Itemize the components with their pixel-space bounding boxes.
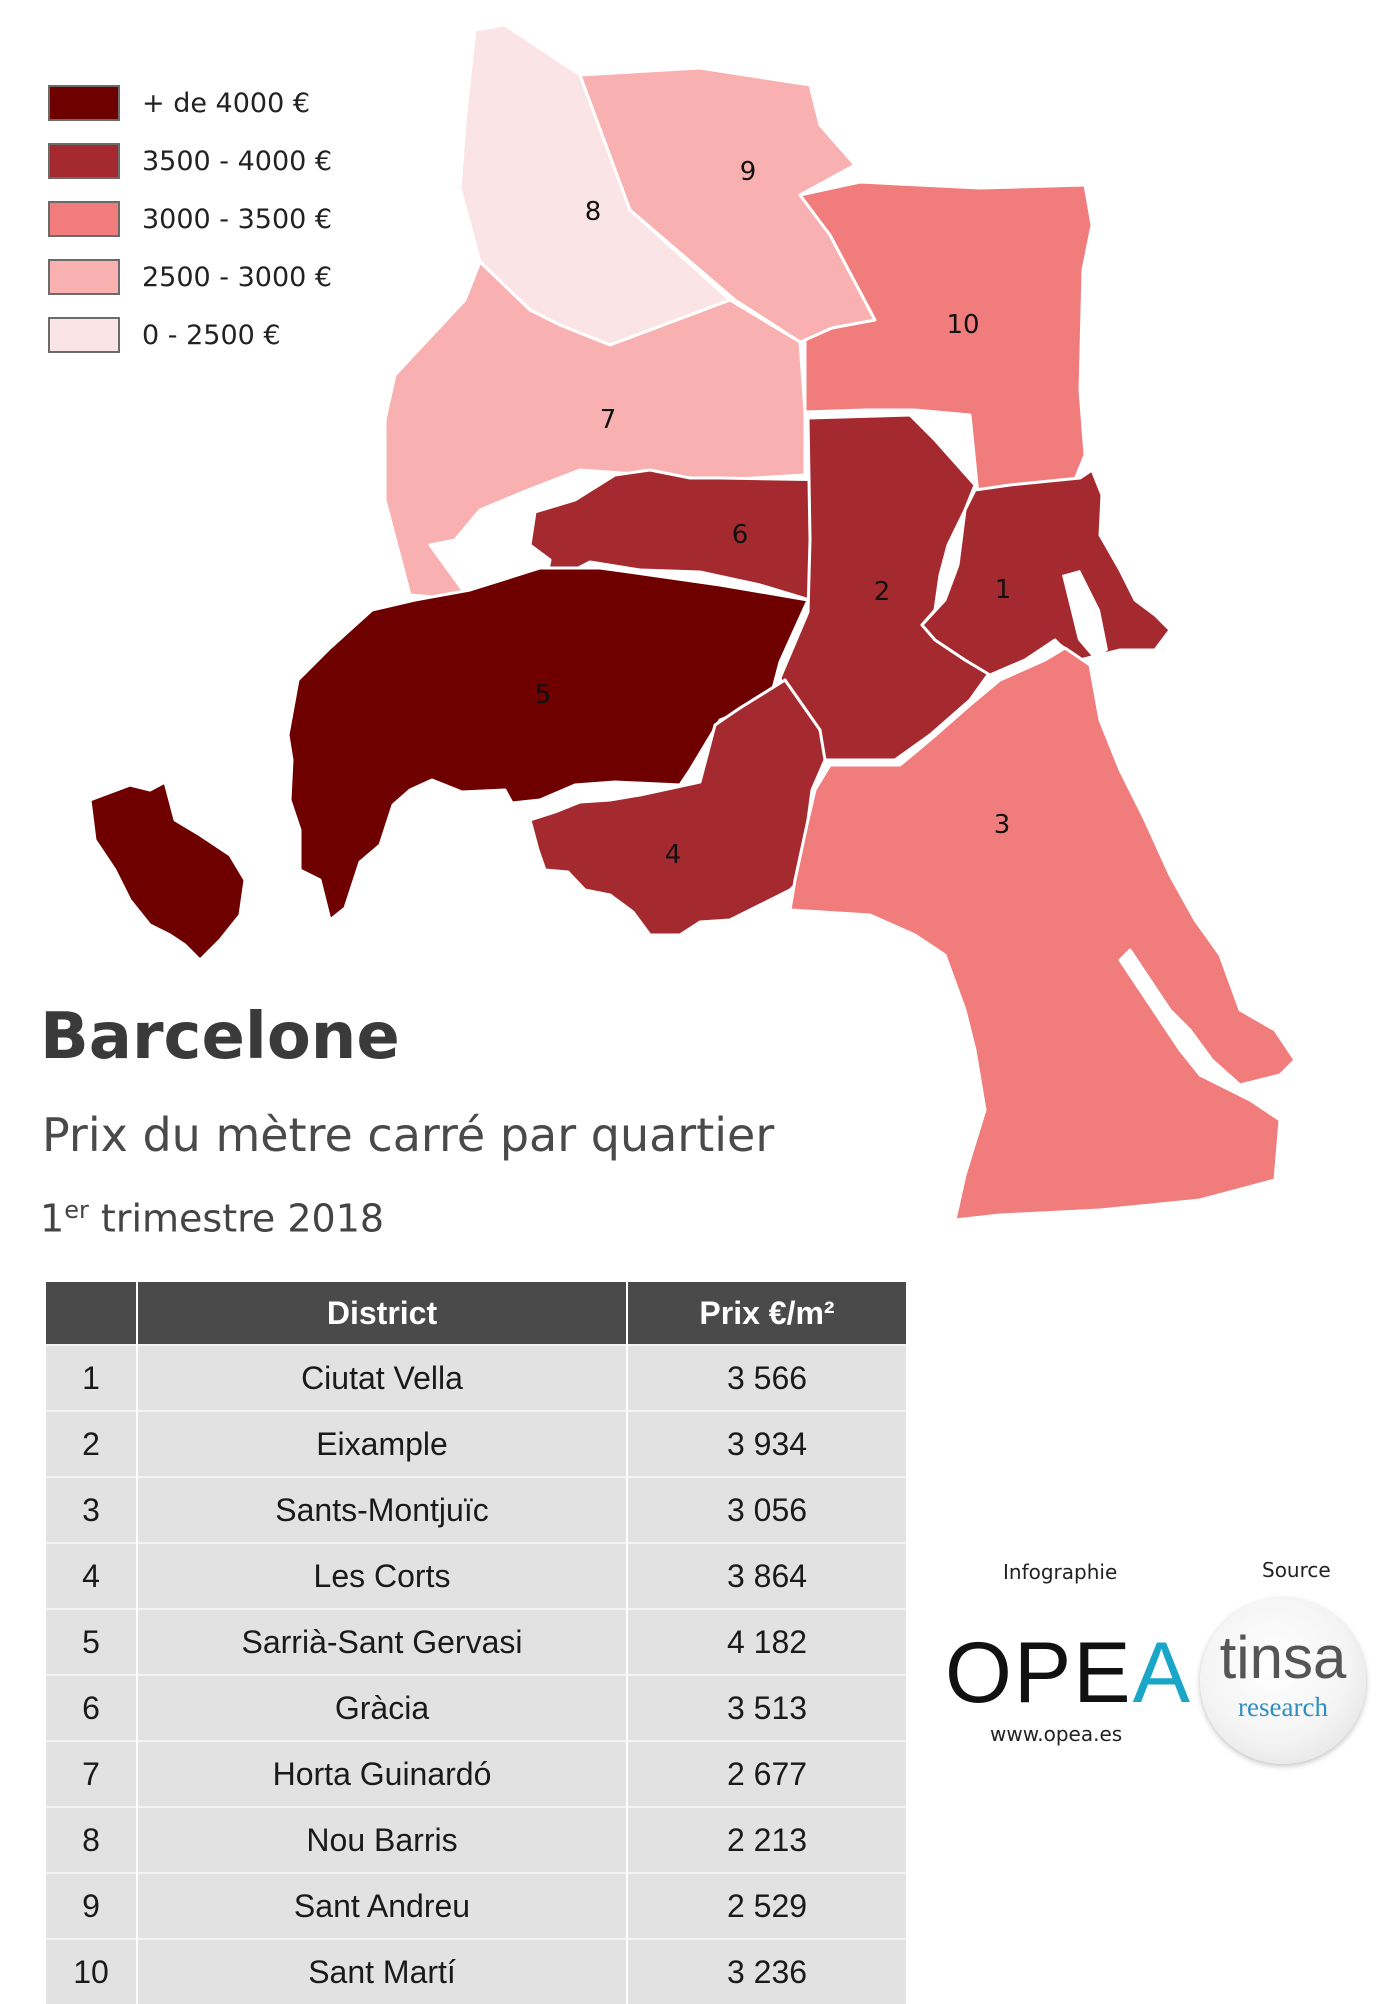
page-subtitle: Prix du mètre carré par quartier [42, 1108, 775, 1162]
period-text: trimestre 2018 [100, 1196, 385, 1241]
cell-num: 9 [46, 1872, 137, 1939]
cell-district: Les Corts [136, 1542, 627, 1609]
map-label-3: 3 [994, 810, 1011, 840]
opea-logo: OPEA [945, 1630, 1192, 1716]
map-label-2: 2 [874, 577, 891, 607]
page-title: Barcelone [40, 1000, 400, 1074]
cell-district: Nou Barris [136, 1806, 627, 1873]
legend-item: 2500 - 3000 € [48, 258, 332, 296]
cell-district: Eixample [136, 1410, 627, 1477]
header-district: District [136, 1282, 627, 1345]
cell-num: 10 [46, 1938, 137, 2004]
map-label-10: 10 [946, 310, 979, 340]
table-row: 4 Les Corts 3 864 [46, 1542, 906, 1609]
map-label-9: 9 [740, 157, 757, 187]
table-header-row: District Prix €/m² [46, 1282, 906, 1345]
cell-num: 5 [46, 1608, 137, 1675]
table-row: 2 Eixample 3 934 [46, 1410, 906, 1477]
period-suffix: er [64, 1196, 89, 1224]
breakwater-cutout [1120, 690, 1165, 830]
map-label-1: 1 [995, 575, 1012, 605]
cell-num: 7 [46, 1740, 137, 1807]
table-row: 5 Sarrià-Sant Gervasi 4 182 [46, 1608, 906, 1675]
legend-swatch [48, 85, 120, 121]
district-3-sants-montjuic[interactable] [788, 646, 1297, 1220]
cell-district: Sant Martí [136, 1938, 627, 2004]
tinsa-logo: tinsa research [1200, 1598, 1366, 1764]
tinsa-logo-main: tinsa [1219, 1624, 1347, 1691]
map-label-5: 5 [535, 680, 552, 710]
cell-price: 3 934 [626, 1410, 906, 1477]
legend-label: 0 - 2500 € [142, 319, 281, 351]
cell-price: 3 566 [626, 1344, 906, 1411]
cell-num: 1 [46, 1344, 137, 1411]
infographie-label: Infographie [1003, 1560, 1118, 1584]
table-row: 3 Sants-Montjuïc 3 056 [46, 1476, 906, 1543]
cell-price: 4 182 [626, 1608, 906, 1675]
legend-item: + de 4000 € [48, 84, 332, 122]
cell-price: 3 236 [626, 1938, 906, 2004]
cell-price: 2 677 [626, 1740, 906, 1807]
table-row: 6 Gràcia 3 513 [46, 1674, 906, 1741]
legend-item: 3500 - 4000 € [48, 142, 332, 180]
cell-price: 3 056 [626, 1476, 906, 1543]
period-label: 1er trimestre 2018 [40, 1196, 384, 1241]
legend-label: 3000 - 3500 € [142, 203, 333, 235]
table-row: 9 Sant Andreu 2 529 [46, 1872, 906, 1939]
legend-label: + de 4000 € [142, 87, 311, 119]
table-row: 1 Ciutat Vella 3 566 [46, 1344, 906, 1411]
cell-district: Sants-Montjuïc [136, 1476, 627, 1543]
cell-district: Horta Guinardó [136, 1740, 627, 1807]
cell-num: 4 [46, 1542, 137, 1609]
cell-district: Gràcia [136, 1674, 627, 1741]
legend-swatch [48, 201, 120, 237]
header-price: Prix €/m² [626, 1282, 906, 1345]
table-row: 8 Nou Barris 2 213 [46, 1806, 906, 1873]
district-5-sarria[interactable] [88, 566, 810, 962]
source-label: Source [1262, 1558, 1331, 1582]
opea-logo-main: OPE [945, 1625, 1133, 1721]
opea-logo-accent: A [1132, 1625, 1192, 1721]
map-label-4: 4 [665, 840, 682, 870]
legend: + de 4000 € 3500 - 4000 € 3000 - 3500 € 250… [48, 84, 332, 374]
legend-label: 3500 - 4000 € [142, 145, 333, 177]
cell-price: 2 213 [626, 1806, 906, 1873]
cell-num: 6 [46, 1674, 137, 1741]
legend-label: 2500 - 3000 € [142, 261, 333, 293]
header-num [46, 1282, 137, 1345]
cell-num: 2 [46, 1410, 137, 1477]
tinsa-logo-sub: research [1238, 1692, 1328, 1722]
district-map: 1 2 3 4 5 6 7 8 9 10 [88, 23, 1297, 1220]
legend-swatch [48, 259, 120, 295]
cell-num: 3 [46, 1476, 137, 1543]
cell-district: Sant Andreu [136, 1872, 627, 1939]
table-row: 7 Horta Guinardó 2 677 [46, 1740, 906, 1807]
cell-price: 3 513 [626, 1674, 906, 1741]
cell-district: Ciutat Vella [136, 1344, 627, 1411]
price-table: District Prix €/m² 1 Ciutat Vella 3 566 2 Ei… [46, 1282, 906, 2004]
map-label-8: 8 [585, 197, 602, 227]
district-7-horta-guinardo[interactable] [383, 260, 807, 602]
legend-swatch [48, 317, 120, 353]
cell-district: Sarrià-Sant Gervasi [136, 1608, 627, 1675]
map-label-6: 6 [732, 520, 749, 550]
cell-num: 8 [46, 1806, 137, 1873]
legend-item: 3000 - 3500 € [48, 200, 332, 238]
port-cutout [1062, 570, 1108, 660]
period-ordinal: 1 [40, 1196, 65, 1241]
opea-url: www.opea.es [990, 1722, 1123, 1746]
map-label-7: 7 [600, 405, 617, 435]
cell-price: 3 864 [626, 1542, 906, 1609]
cell-price: 2 529 [626, 1872, 906, 1939]
legend-swatch [48, 143, 120, 179]
legend-item: 0 - 2500 € [48, 316, 332, 354]
table-row: 10 Sant Martí 3 236 [46, 1938, 906, 2004]
